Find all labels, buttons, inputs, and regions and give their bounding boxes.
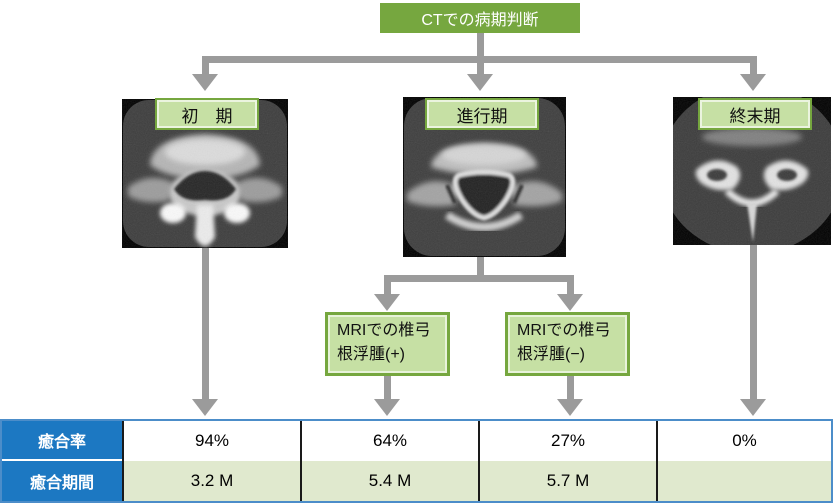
arrow-down-icon-initial bbox=[192, 74, 218, 91]
stage-label-progressive: 進行期 bbox=[425, 98, 539, 130]
cell-fusion-rate-mri-minus: 27% bbox=[478, 421, 656, 461]
ct-image-initial-stage bbox=[122, 99, 288, 248]
cell-fusion-period-mri-plus: 5.4 M bbox=[300, 461, 478, 501]
arrow-down-icon-mri-plus bbox=[374, 294, 400, 311]
mri-edema-negative-line1: MRIでの椎弓 bbox=[517, 322, 611, 339]
cell-fusion-period-initial: 3.2 M bbox=[122, 461, 300, 501]
connector-drop-terminal bbox=[749, 56, 757, 76]
root-node-ct-staging: CTでの病期判断 bbox=[380, 3, 580, 33]
arrow-down-icon-terminal bbox=[740, 74, 766, 91]
cell-fusion-rate-initial: 94% bbox=[122, 421, 300, 461]
connector-mri-horizontal bbox=[383, 274, 574, 282]
results-table: 癒合率 94% 64% 27% 0% 癒合期間 3.2 M 5.4 M 5.7 … bbox=[0, 419, 833, 503]
mri-edema-negative-box: MRIでの椎弓 根浮腫(−) bbox=[505, 312, 630, 376]
mri-edema-positive-line1: MRIでの椎弓 bbox=[337, 322, 431, 339]
connector-terminal-to-table bbox=[749, 245, 757, 400]
row-header-fusion-period: 癒合期間 bbox=[2, 461, 122, 501]
stage-label-terminal-text: 終末期 bbox=[729, 106, 781, 126]
connector-initial-to-table bbox=[201, 248, 209, 400]
arrow-down-icon-terminal-table bbox=[740, 399, 766, 416]
mri-edema-negative-line2: 根浮腫(−) bbox=[517, 346, 586, 363]
row-header-fusion-rate: 癒合率 bbox=[2, 421, 122, 461]
mri-edema-positive-box: MRIでの椎弓 根浮腫(+) bbox=[325, 312, 450, 376]
arrow-down-icon-mri-minus-table bbox=[557, 399, 583, 416]
arrow-down-icon-mri-minus bbox=[557, 294, 583, 311]
cell-fusion-rate-mri-plus: 64% bbox=[300, 421, 478, 461]
cell-fusion-period-mri-minus: 5.7 M bbox=[478, 461, 656, 501]
connector-trunk-stub bbox=[476, 33, 484, 60]
connector-mri-plus-to-table bbox=[383, 376, 391, 400]
cell-fusion-rate-terminal: 0% bbox=[656, 421, 831, 461]
arrow-down-icon-initial-table bbox=[192, 399, 218, 416]
connector-drop-mri-plus bbox=[383, 274, 391, 297]
arrow-down-icon-progressive bbox=[467, 74, 493, 91]
connector-drop-initial bbox=[201, 56, 209, 76]
mri-edema-positive-line2: 根浮腫(+) bbox=[337, 346, 406, 363]
arrow-down-icon-mri-plus-table bbox=[374, 399, 400, 416]
connector-mri-minus-to-table bbox=[566, 376, 574, 400]
cell-fusion-period-terminal bbox=[656, 461, 831, 501]
stage-label-progressive-text: 進行期 bbox=[456, 106, 508, 126]
connector-drop-mri-minus bbox=[566, 274, 574, 297]
connector-progressive-stub bbox=[476, 257, 484, 281]
stage-label-initial-text: 初 期 bbox=[181, 106, 233, 126]
stage-label-terminal: 終末期 bbox=[698, 98, 812, 130]
connector-drop-progressive bbox=[476, 56, 484, 76]
stage-label-initial: 初 期 bbox=[155, 98, 259, 130]
